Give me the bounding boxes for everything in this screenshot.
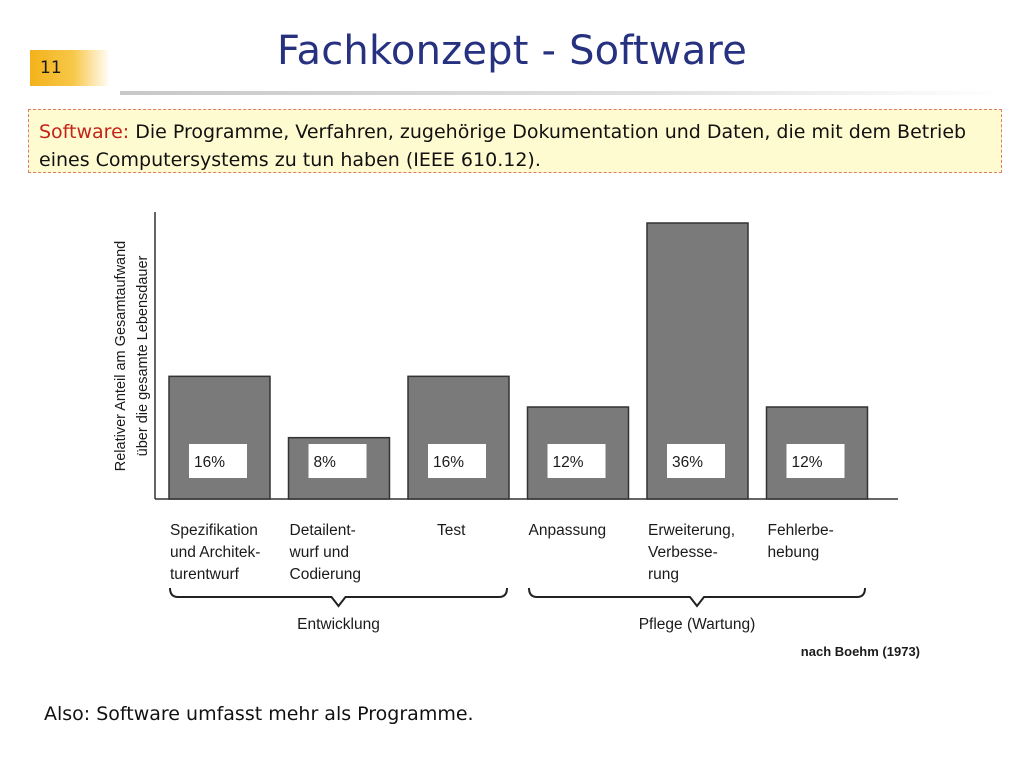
bar-value-label: 16%: [194, 454, 225, 471]
definition-term: Software:: [39, 121, 130, 143]
bar-value-box: [786, 444, 845, 478]
category-label: Verbesse-: [648, 544, 718, 561]
slide-number: 11: [40, 58, 62, 78]
category-label: Test: [437, 522, 466, 539]
group-brace: [528, 587, 866, 608]
category-label: Detailent-: [290, 522, 356, 539]
bar-value-box: [667, 444, 725, 478]
category-label: und Architek-: [170, 544, 260, 561]
title-divider: [120, 91, 1004, 95]
category-label: Anpassung: [529, 522, 607, 539]
category-label: Erweiterung,: [648, 522, 735, 539]
page-title: Fachkonzept - Software: [276, 28, 748, 74]
category-label: hebung: [768, 544, 820, 561]
bar-chart: Relativer Anteil am Gesamtaufwand über di…: [113, 212, 920, 659]
group-label: Pflege (Wartung): [639, 616, 756, 633]
definition-box: Software: Die Programme, Verfahren, zuge…: [28, 109, 1002, 173]
y-axis-label: Relativer Anteil am Gesamtaufwand: [113, 241, 129, 472]
bar: [526, 406, 630, 500]
slide-number-badge: 11: [30, 50, 110, 86]
source-note: nach Boehm (1973): [801, 644, 920, 659]
category-label: Fehlerbe-: [768, 522, 834, 539]
group-label: Entwicklung: [297, 616, 380, 633]
conclusion-text: Also: Software umfasst mehr als Programm…: [44, 703, 474, 725]
bar-value-box: [547, 444, 606, 478]
bar-value-box: [308, 444, 367, 478]
y-axis-label: über die gesamte Lebensdauer: [135, 255, 151, 456]
bar-value-box: [428, 444, 486, 478]
group-brace: [169, 587, 508, 608]
bar: [765, 406, 869, 500]
category-label: Codierung: [290, 566, 362, 583]
bar-value-label: 12%: [553, 454, 584, 471]
bar-value-label: 8%: [314, 454, 337, 471]
category-label: rung: [648, 566, 679, 583]
definition-text: Die Programme, Verfahren, zugehörige Dok…: [39, 121, 967, 171]
category-label: Spezifikation: [170, 522, 258, 539]
bar-value-label: 16%: [433, 454, 464, 471]
bar-value-label: 36%: [672, 454, 703, 471]
category-label: turentwurf: [170, 566, 240, 583]
category-label: wurf und: [289, 544, 349, 561]
bar: [407, 375, 510, 500]
bar-value-box: [189, 444, 247, 478]
bar: [168, 375, 271, 500]
bar-value-label: 12%: [792, 454, 823, 471]
